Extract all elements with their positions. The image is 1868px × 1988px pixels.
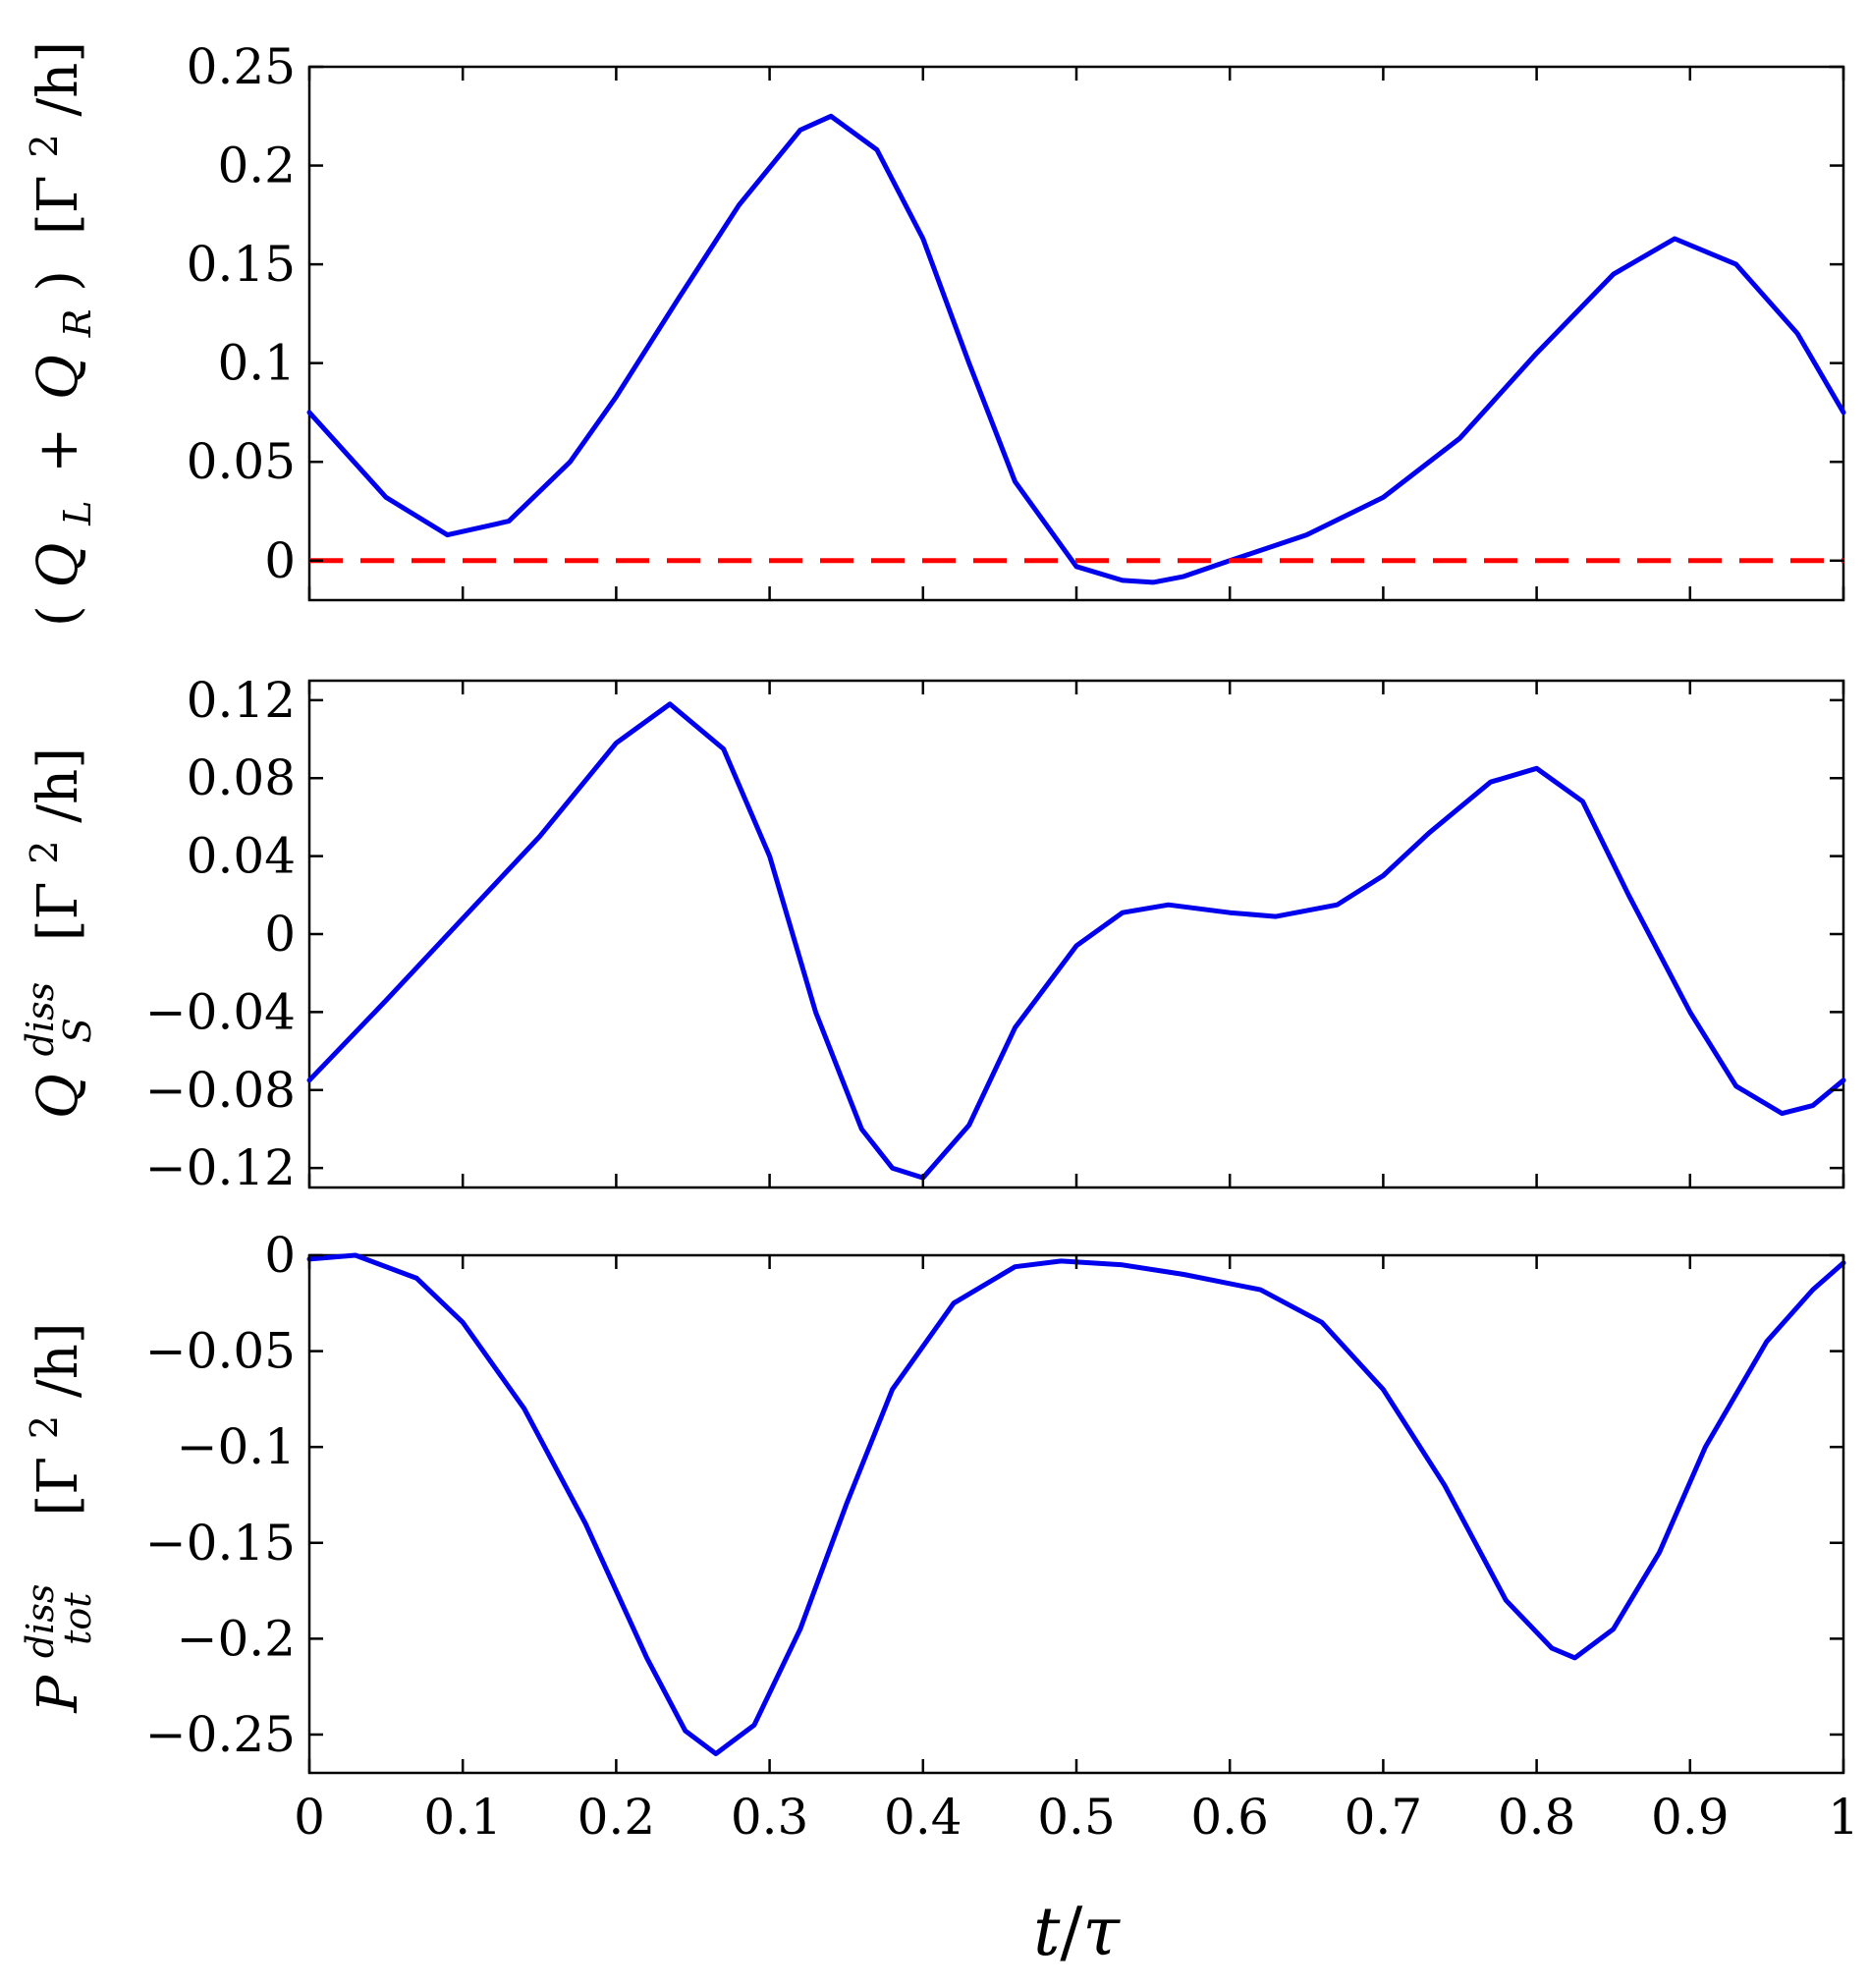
panel-marks bbox=[306, 701, 1846, 1181]
x-tick-label: 0.4 bbox=[884, 1789, 962, 1846]
panel-marks bbox=[306, 1252, 1846, 1756]
y-axis-label-heat-current: ( Q L + Q R ) [Γ 2 /h] bbox=[7, 41, 104, 627]
x-tick-label: 0.2 bbox=[577, 1789, 656, 1846]
panel-frame bbox=[307, 1253, 1845, 1775]
x-tick-label: 0.6 bbox=[1190, 1789, 1269, 1846]
y-tick-label: −0.1 bbox=[177, 1418, 296, 1475]
x-tick-label: 0.5 bbox=[1037, 1789, 1116, 1846]
y-tick-label: 0 bbox=[264, 1227, 296, 1284]
y-tick-label: 0.1 bbox=[217, 335, 296, 392]
y-tick-label: −0.12 bbox=[145, 1139, 296, 1196]
y-tick-label: −0.25 bbox=[145, 1706, 296, 1763]
panel-heat-current: 0 0.05 0.1 0.15 0.2 0.25 ( Q L + Q R ) [Γ 2 /… bbox=[7, 38, 1846, 627]
panel-ticks: 0 0.05 0.1 0.15 0.2 0.25 bbox=[187, 38, 1845, 600]
x-tick-label: 0.7 bbox=[1345, 1789, 1423, 1846]
y-tick-label: 0 bbox=[264, 532, 296, 589]
y-tick-label: 0 bbox=[264, 906, 296, 963]
series-line bbox=[306, 113, 1846, 585]
panel-ticks: −0.12 −0.08 −0.04 0 0.04 0.08 0.12 bbox=[145, 672, 1845, 1196]
y-tick-label: 0.12 bbox=[187, 672, 296, 729]
y-tick-label: −0.05 bbox=[145, 1323, 296, 1380]
y-tick-label: 0.25 bbox=[187, 38, 296, 95]
y-axis-label-total-power: P diss tot [Γ 2 /h] bbox=[3, 1322, 104, 1713]
panel-total-power: −0.25 −0.2 −0.15 −0.1 −0.05 0 0 0.1 0.2 0.3 0.4 0.5… bbox=[3, 1227, 1859, 1971]
y-axis-label-system-dissipation: Q diss S [Γ 2 /h] bbox=[3, 747, 104, 1119]
x-tick-label: 0.9 bbox=[1651, 1789, 1730, 1846]
panel-system-dissipation: −0.12 −0.08 −0.04 0 0.04 0.08 0.12 Q diss S [Γ… bbox=[3, 672, 1846, 1196]
y-tick-label: 0.2 bbox=[217, 138, 296, 194]
x-tick-label: 1 bbox=[1828, 1789, 1859, 1846]
panel-frame bbox=[307, 679, 1845, 1189]
series-line bbox=[306, 701, 1846, 1181]
x-tick-label: 0 bbox=[294, 1789, 325, 1846]
y-tick-label: −0.15 bbox=[145, 1515, 296, 1572]
y-tick-label: 0.05 bbox=[187, 433, 296, 490]
y-tick-label: 0.04 bbox=[187, 828, 296, 885]
y-tick-label: −0.04 bbox=[145, 983, 296, 1040]
x-tick-label: 0.1 bbox=[423, 1789, 502, 1846]
panel-frame bbox=[307, 65, 1845, 602]
y-tick-label: −0.2 bbox=[177, 1610, 296, 1667]
panel-ticks: −0.25 −0.2 −0.15 −0.1 −0.05 0 0 0.1 0.2 0.3 0.4 0.5… bbox=[145, 1227, 1859, 1846]
y-tick-label: 0.08 bbox=[187, 749, 296, 806]
x-tick-label: 0.3 bbox=[731, 1789, 809, 1846]
x-tick-label: 0.8 bbox=[1498, 1789, 1576, 1846]
panel-marks bbox=[306, 113, 1846, 585]
series-line bbox=[306, 1252, 1846, 1756]
y-tick-label: −0.08 bbox=[145, 1062, 296, 1119]
x-axis-label: t/τ bbox=[1033, 1894, 1121, 1971]
y-tick-label: 0.15 bbox=[187, 236, 296, 293]
